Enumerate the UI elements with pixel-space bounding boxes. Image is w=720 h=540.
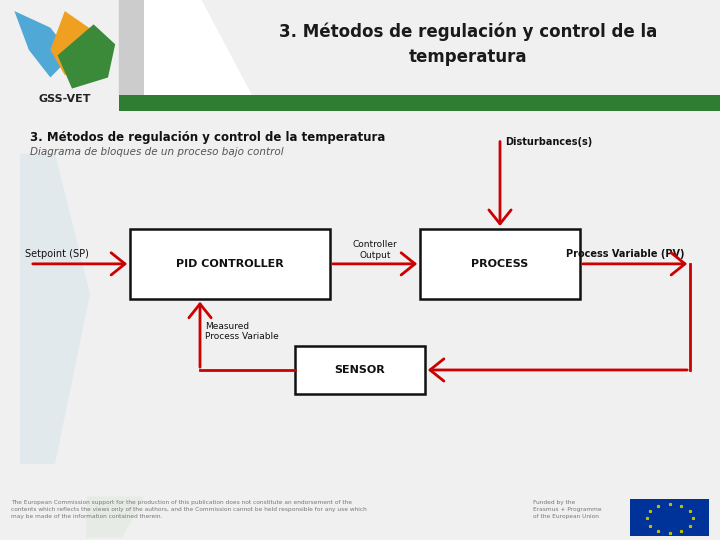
Bar [630, 499, 709, 536]
Text: Disturbances(s): Disturbances(s) [505, 137, 593, 147]
Polygon shape [119, 0, 191, 95]
Polygon shape [20, 154, 90, 464]
Text: Setpoint (SP): Setpoint (SP) [25, 249, 89, 259]
Text: SENSOR: SENSOR [335, 365, 385, 375]
Bar [295, 346, 425, 394]
Text: Measured
Process Variable: Measured Process Variable [205, 321, 279, 341]
Text: Funded by the
Erasmus + Programme
of the European Union: Funded by the Erasmus + Programme of the… [533, 500, 601, 518]
Text: Diagrama de bloques de un proceso bajo control: Diagrama de bloques de un proceso bajo c… [30, 147, 284, 157]
Text: Process Variable (PV): Process Variable (PV) [567, 249, 685, 259]
Bar [130, 229, 330, 299]
Bar [119, 95, 720, 111]
Polygon shape [14, 11, 72, 77]
Polygon shape [58, 24, 115, 89]
Text: PROCESS: PROCESS [472, 259, 528, 269]
Text: Controller
Output: Controller Output [353, 240, 397, 260]
Polygon shape [50, 11, 94, 75]
Text: 3. Métodos de regulación y control de la temperatura: 3. Métodos de regulación y control de la… [30, 131, 385, 144]
Text: GSS-VET: GSS-VET [39, 94, 91, 104]
Text: The European Commission support for the production of this publication does not : The European Commission support for the … [11, 500, 366, 518]
Polygon shape [144, 0, 252, 95]
Text: 3. Métodos de regulación y control de la
temperatura: 3. Métodos de regulación y control de la… [279, 23, 657, 66]
Bar [420, 229, 580, 299]
Text: PID CONTROLLER: PID CONTROLLER [176, 259, 284, 269]
Polygon shape [86, 496, 144, 538]
